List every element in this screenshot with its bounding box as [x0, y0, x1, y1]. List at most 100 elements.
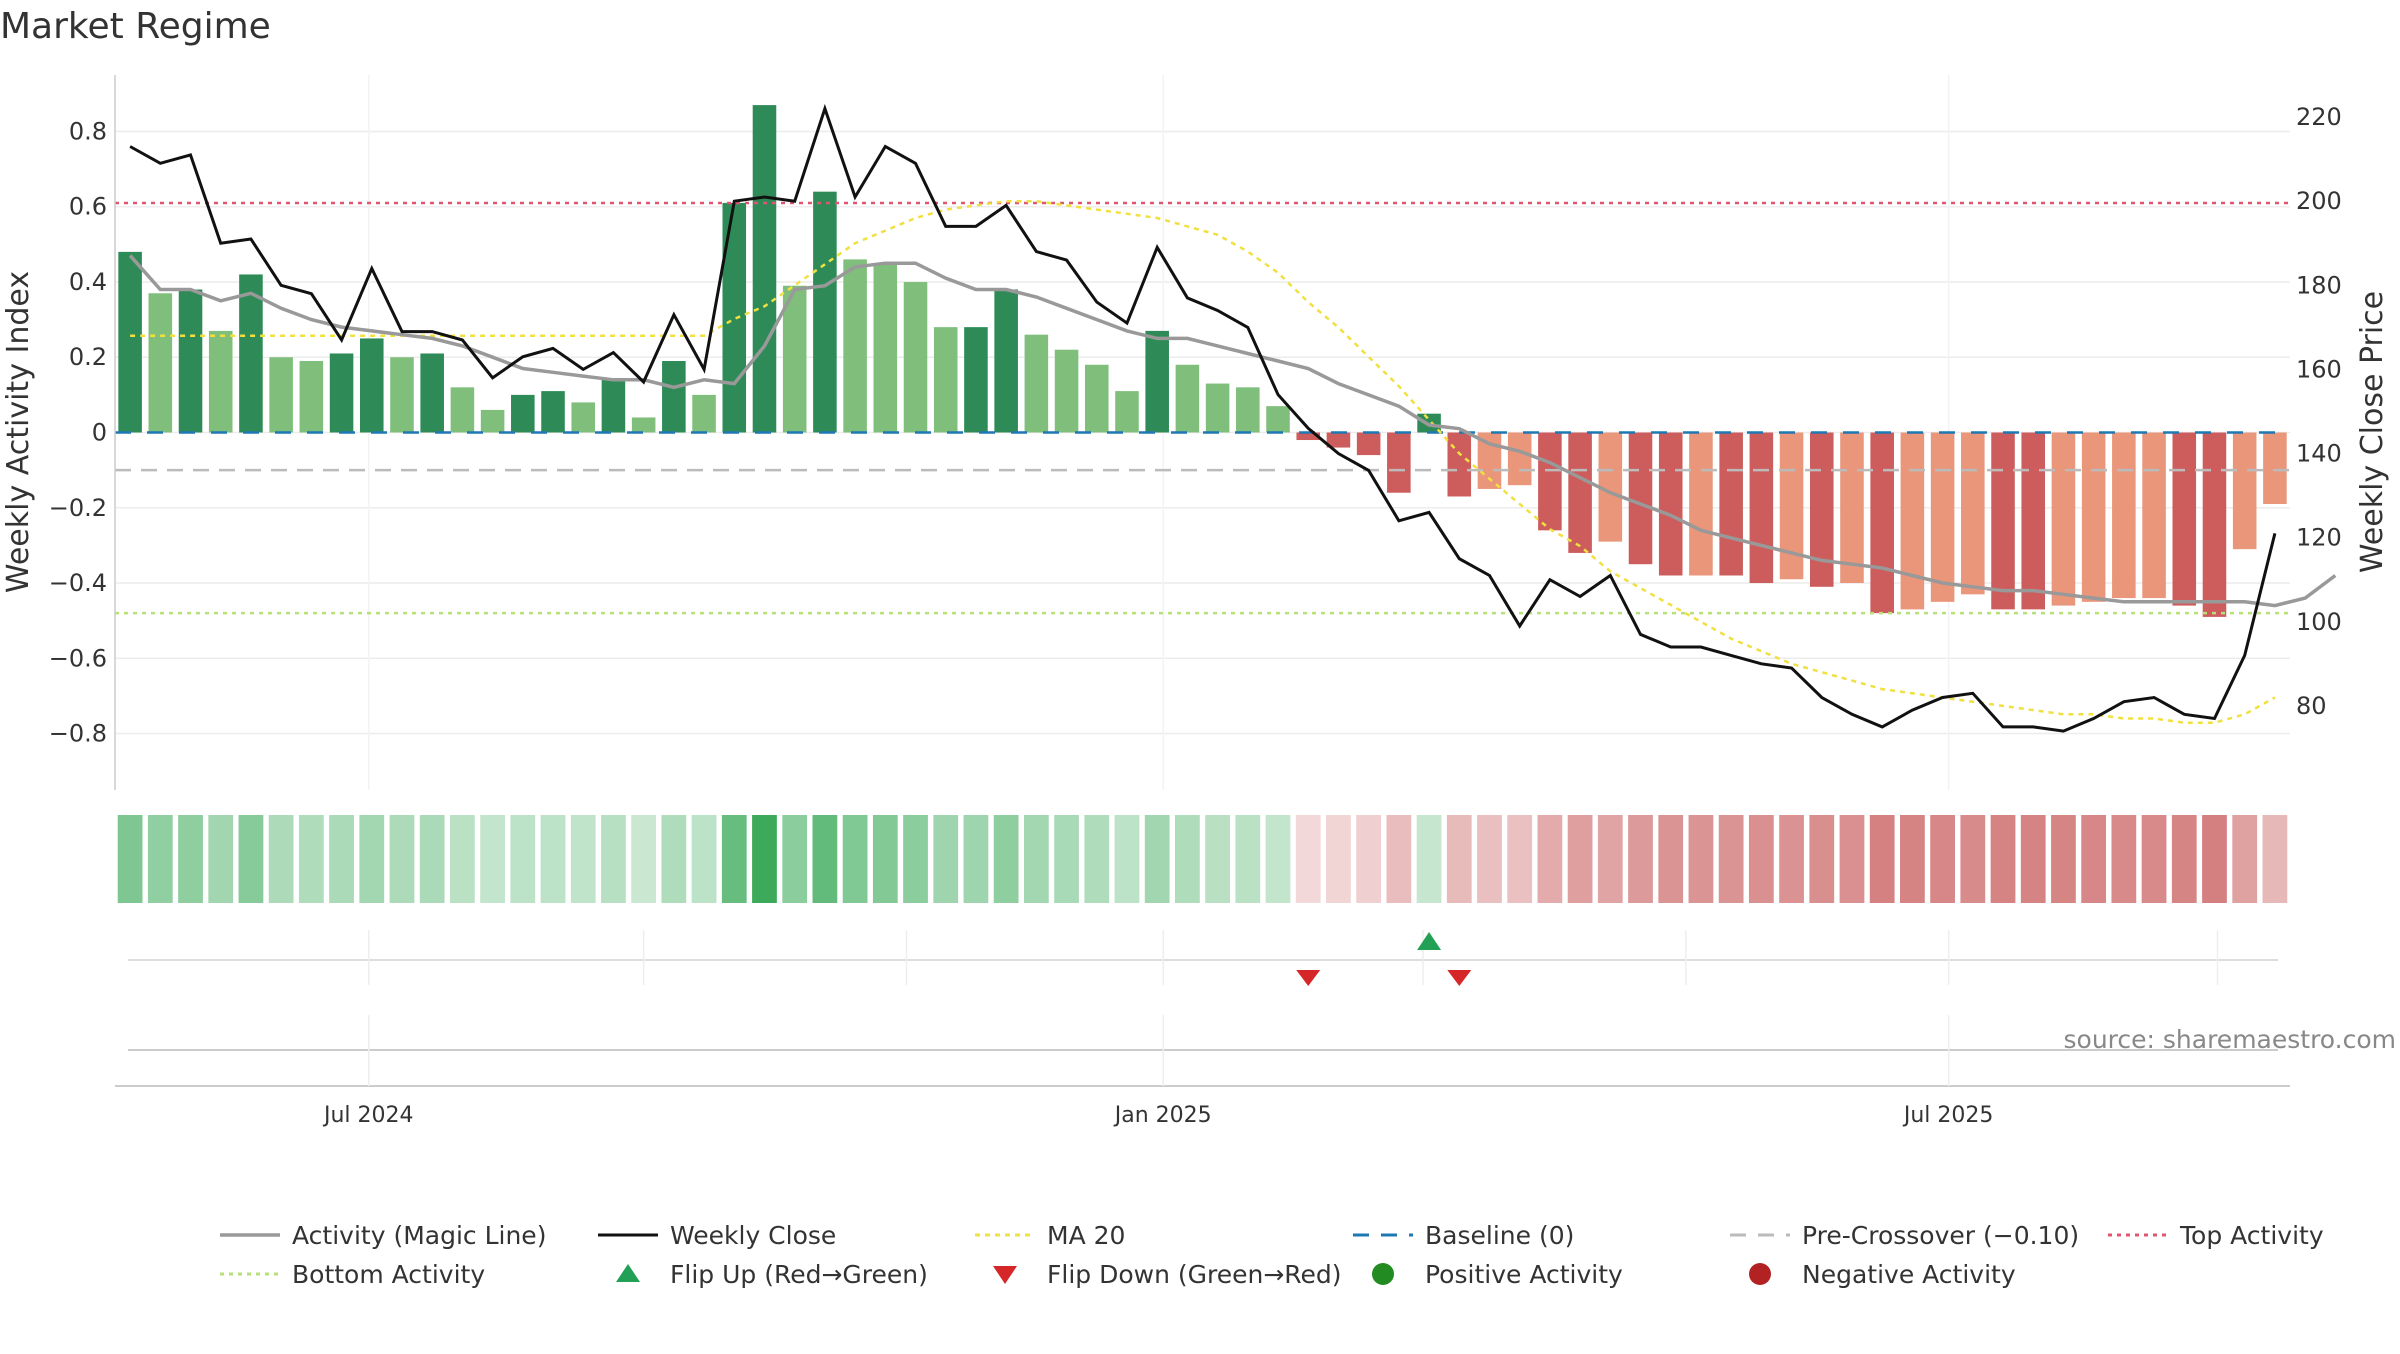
activity-bar	[782, 285, 807, 433]
activity-bar	[1900, 432, 1925, 610]
series-lines-layer	[128, 103, 2337, 733]
regime-strip-cell	[1326, 815, 1351, 903]
activity-bar	[2263, 432, 2287, 504]
activity-bar	[1961, 432, 1985, 595]
regime-strip-cell	[1628, 815, 1653, 903]
regime-strip-cell	[1658, 815, 1684, 903]
regime-strip-cell	[540, 815, 566, 903]
regime-strip-cell	[1054, 815, 1079, 903]
legend-label: Weekly Close	[670, 1221, 836, 1250]
regime-strip-cell	[1597, 815, 1623, 903]
regime-strip-cell	[2020, 815, 2046, 903]
regime-strip-cell	[631, 815, 657, 903]
y-tick-label-left: 0.6	[69, 193, 107, 221]
y-tick-label-right: 200	[2296, 187, 2342, 215]
chart-title: Market Regime	[0, 6, 271, 47]
regime-strip-cell	[661, 815, 687, 903]
activity-bar	[480, 409, 505, 433]
activity-bar	[722, 202, 747, 433]
legend-layer: Activity (Magic Line) Weekly Close MA 20 Ba…	[220, 1221, 2324, 1289]
y-axis-label-right: Weekly Close Price	[2355, 291, 2390, 573]
activity-bar	[1447, 432, 1472, 497]
weekly-close-line	[129, 103, 2277, 733]
activity-bar	[359, 338, 384, 433]
activity-bar	[994, 289, 1018, 433]
activity-bar	[1809, 432, 1834, 587]
regime-strip-cell	[208, 815, 234, 903]
legend-item: Flip Up (Red→Green)	[616, 1260, 928, 1289]
activity-bar	[873, 263, 898, 433]
regime-strip-cell	[1507, 815, 1533, 903]
activity-bar	[390, 357, 414, 433]
y-tick-label-left: −0.4	[49, 569, 107, 597]
regime-strip-cell	[1144, 815, 1170, 903]
regime-strip-cell	[1175, 815, 1200, 903]
flip-markers-layer	[128, 930, 2278, 986]
x-tick-label: Jan 2025	[1113, 1103, 1212, 1128]
activity-bar	[1356, 432, 1381, 456]
regime-strip-cell	[2171, 815, 2197, 903]
legend-swatch	[1372, 1263, 1394, 1285]
regime-strip-layer	[117, 815, 2288, 903]
reference-lines-layer	[115, 201, 2290, 615]
activity-bar	[1145, 330, 1169, 433]
flip-up-marker	[1417, 932, 1442, 950]
activity-bar	[239, 274, 263, 433]
regime-strip-cell	[2232, 815, 2258, 903]
regime-strip-cell	[1235, 815, 1261, 903]
legend-swatch	[1749, 1263, 1771, 1285]
activity-bar	[2172, 432, 2197, 606]
regime-strip-cell	[782, 815, 808, 903]
regime-strip-cell	[450, 815, 475, 903]
legend-item: Bottom Activity	[220, 1260, 485, 1289]
y-tick-label-left: −0.6	[49, 644, 107, 672]
source-note: source: sharemaestro.com	[2064, 1025, 2397, 1054]
regime-strip-cell	[1537, 815, 1563, 903]
legend-label: MA 20	[1047, 1221, 1125, 1250]
regime-strip-cell	[1386, 815, 1412, 903]
grid-layer	[115, 75, 2290, 790]
regime-strip-cell	[933, 815, 959, 903]
regime-strip-cell	[2081, 815, 2107, 903]
legend-label: Positive Activity	[1425, 1260, 1623, 1289]
regime-strip-cell	[480, 815, 505, 903]
legend-item: Baseline (0)	[1353, 1221, 1574, 1250]
y-tick-label-right: 160	[2296, 355, 2342, 383]
legend-item: MA 20	[975, 1221, 1125, 1250]
x-tick-label: Jul 2024	[322, 1103, 414, 1128]
regime-strip-cell	[1114, 815, 1140, 903]
activity-bar	[1266, 406, 1290, 433]
activity-bar	[1598, 432, 1623, 542]
regime-strip-cell	[842, 815, 868, 903]
activity-bar	[1084, 364, 1109, 433]
regime-strip-cell	[329, 815, 354, 903]
regime-strip-cell	[1023, 815, 1049, 903]
activity-bar	[843, 259, 867, 433]
activity-bar	[2021, 432, 2046, 610]
activity-bar	[662, 361, 686, 433]
activity-bar	[2112, 432, 2136, 599]
y-tick-label-left: 0.8	[69, 117, 107, 145]
regime-strip-cell	[752, 815, 777, 903]
legend-label: Top Activity	[2179, 1221, 2324, 1250]
y-tick-label-left: −0.2	[49, 494, 107, 522]
regime-strip-cell	[1265, 815, 1291, 903]
activity-bar	[1054, 349, 1079, 433]
legend-label: Flip Down (Green→Red)	[1047, 1260, 1342, 1289]
regime-strip-cell	[2051, 815, 2076, 903]
activity-bar	[1870, 432, 1894, 614]
activity-bar	[450, 387, 475, 433]
regime-strip-cell	[1930, 815, 1955, 903]
legend-label: Negative Activity	[1802, 1260, 2016, 1289]
activity-bar	[1326, 432, 1351, 448]
activity-bar	[1930, 432, 1955, 602]
regime-strip-cell	[1567, 815, 1593, 903]
regime-strip-cell	[1748, 815, 1774, 903]
activity-bar	[511, 394, 535, 433]
activity-bar	[1205, 383, 1230, 433]
legend-label: Flip Up (Red→Green)	[670, 1260, 928, 1289]
activity-bar	[420, 353, 444, 433]
activity-bar	[1024, 334, 1049, 433]
regime-strip-cell	[721, 815, 747, 903]
